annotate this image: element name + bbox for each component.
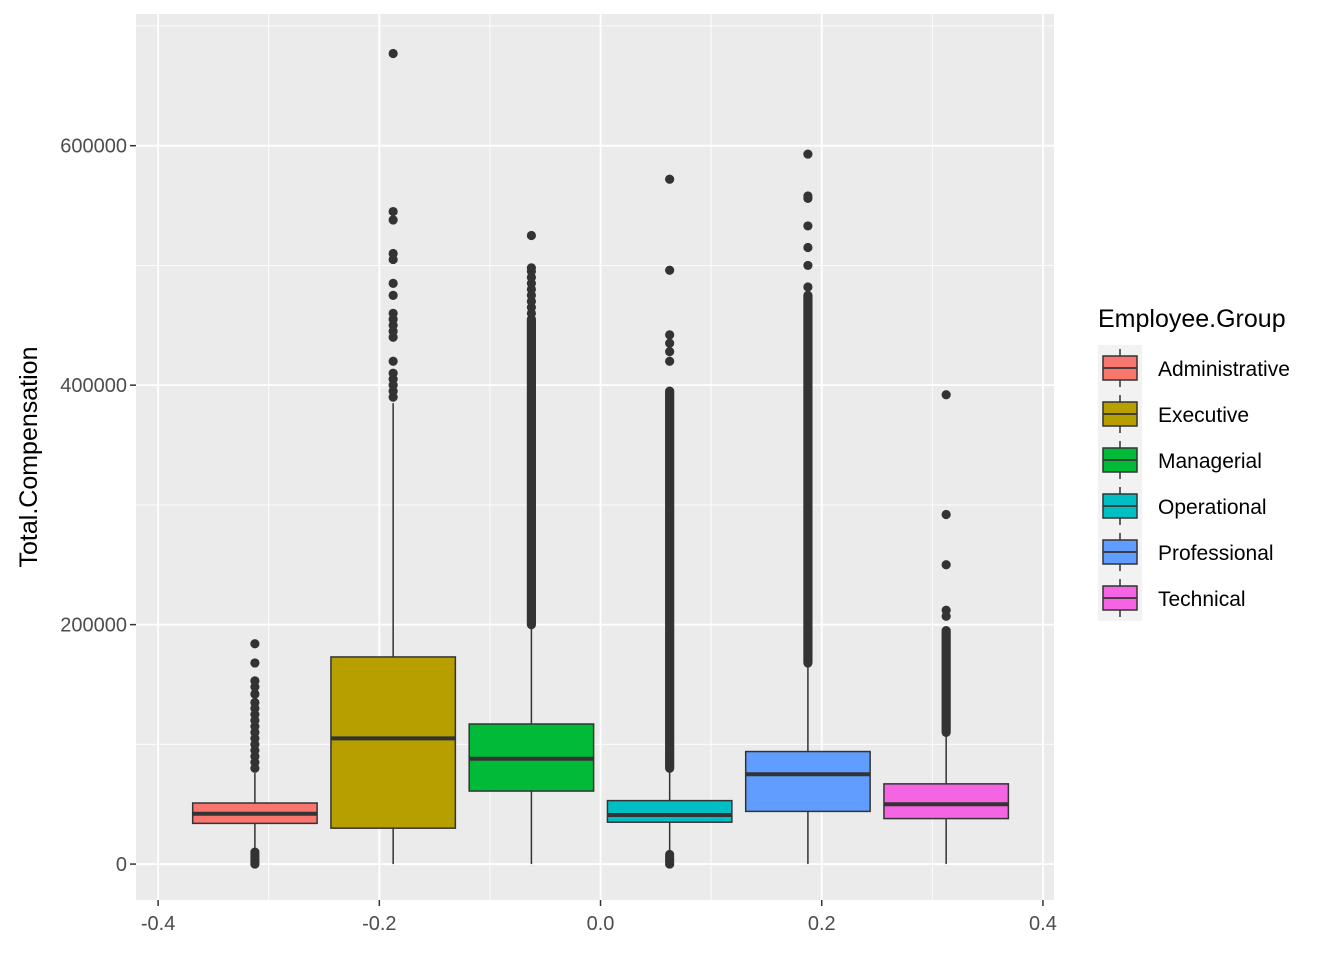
outlier-point xyxy=(388,368,398,378)
legend-label: Professional xyxy=(1158,542,1274,565)
boxplots xyxy=(191,48,1010,869)
x-tick-label: -0.2 xyxy=(362,913,396,935)
legend-label: Executive xyxy=(1158,404,1249,427)
x-tick-label: 0.4 xyxy=(1029,913,1057,935)
legend-item-professional: Professional xyxy=(1102,533,1274,571)
panel-background xyxy=(136,14,1054,900)
outlier-point xyxy=(665,356,675,366)
outlier-point xyxy=(941,390,951,400)
box xyxy=(883,783,1010,820)
outlier-point xyxy=(388,248,398,259)
legend-label: Managerial xyxy=(1158,450,1262,473)
grid-minor xyxy=(136,14,1054,900)
box xyxy=(606,799,733,823)
x-tick-label: 0.0 xyxy=(587,913,615,935)
outlier-point xyxy=(803,260,813,271)
outlier-point xyxy=(803,191,813,201)
outlier-point xyxy=(941,509,951,520)
outlier-point xyxy=(388,215,398,225)
outlier-point xyxy=(941,605,951,615)
outlier-point xyxy=(388,48,398,59)
outlier-point xyxy=(803,282,813,292)
outlier-point xyxy=(665,330,675,340)
boxplot-managerial xyxy=(468,230,595,865)
legend-title: Employee.Group xyxy=(1098,305,1286,333)
legend-item-executive: Executive xyxy=(1102,395,1249,433)
outlier-point xyxy=(250,639,260,649)
outlier-point xyxy=(665,347,675,357)
x-tick-label: -0.4 xyxy=(141,913,175,935)
box xyxy=(330,656,457,829)
legend-label: Technical xyxy=(1158,588,1246,611)
x-axis: -0.4 -0.2 0.0 0.2 0.4 xyxy=(141,900,1057,935)
outlier-point xyxy=(250,697,260,708)
legend-item-technical: Technical xyxy=(1102,579,1246,617)
boxplot-technical xyxy=(883,390,1010,865)
outlier-point xyxy=(665,849,675,860)
y-tick-label: 600000 xyxy=(60,136,127,158)
outlier-point xyxy=(250,676,260,686)
box xyxy=(744,750,871,813)
boxplot-administrative xyxy=(191,639,318,869)
legend-item-managerial: Managerial xyxy=(1102,441,1262,479)
x-tick-label: 0.2 xyxy=(808,913,836,935)
outlier-point xyxy=(526,230,537,241)
outlier-point xyxy=(388,290,398,300)
legend-label: Operational xyxy=(1158,496,1267,519)
outlier-point xyxy=(388,206,398,217)
outlier-point xyxy=(941,560,951,570)
outlier-point xyxy=(388,278,398,288)
outlier-point xyxy=(803,149,813,159)
outlier-point xyxy=(250,847,260,857)
y-tick-label: 400000 xyxy=(60,375,127,397)
outlier-point xyxy=(526,263,537,273)
outlier-point xyxy=(388,308,398,318)
y-tick-label: 200000 xyxy=(60,615,127,637)
legend-key-background xyxy=(1098,345,1142,621)
outlier-point xyxy=(388,356,398,366)
boxplot-operational xyxy=(606,174,733,869)
outlier-point xyxy=(665,174,675,184)
boxplot-professional xyxy=(744,149,871,865)
y-axis: 0 200000 400000 600000 xyxy=(60,136,136,876)
legend-item-operational: Operational xyxy=(1102,487,1267,525)
outlier-point xyxy=(803,221,813,231)
y-tick-label: 0 xyxy=(116,854,127,876)
outlier-point xyxy=(250,658,260,668)
legend-label: Administrative xyxy=(1158,358,1290,381)
legend-item-administrative: Administrative xyxy=(1102,349,1290,387)
legend: Employee.Group Administrative Executive Ma… xyxy=(1098,305,1290,621)
outlier-point xyxy=(665,338,675,348)
outlier-point xyxy=(665,265,675,275)
y-axis-title: Total.Compensation xyxy=(15,347,43,568)
boxplot-executive xyxy=(330,48,457,865)
outlier-point xyxy=(803,242,813,253)
outlier-point xyxy=(250,689,260,699)
